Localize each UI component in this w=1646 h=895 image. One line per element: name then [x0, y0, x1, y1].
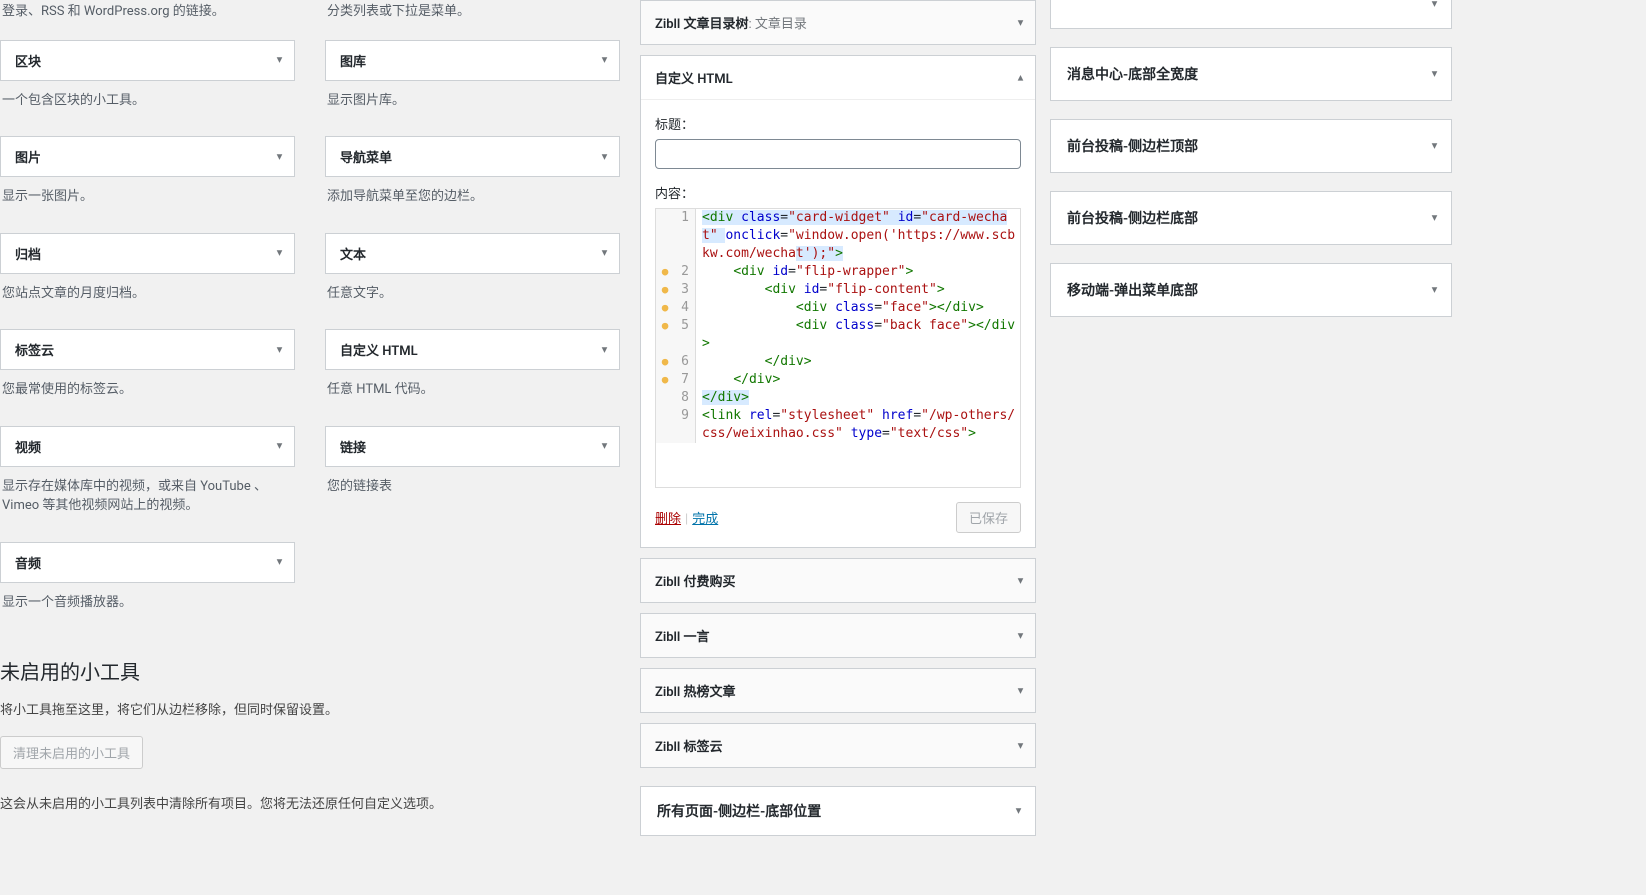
- inactive-widgets-desc: 将小工具拖至这里，将它们从边栏移除，但同时保留设置。: [0, 699, 620, 718]
- available-widget[interactable]: 区块: [0, 40, 295, 81]
- chevron-down-icon: ▾: [1018, 630, 1023, 641]
- html-code-editor[interactable]: 1<div class="card-widget" id="card-wecha…: [655, 208, 1021, 488]
- sidebar-area[interactable]: 消息中心-底部全宽度 ▾: [1050, 47, 1452, 101]
- sidebar-area-bottom[interactable]: 所有页面-侧边栏-底部位置 ▾: [640, 786, 1036, 836]
- available-widget[interactable]: 视频: [0, 426, 295, 467]
- widget-toc[interactable]: Zibll 文章目录树: 文章目录 ▾: [640, 0, 1036, 45]
- area-title: 移动端-弹出菜单底部: [1067, 283, 1198, 299]
- widget-collapsed[interactable]: Zibll 标签云 ▾: [640, 723, 1036, 768]
- widget-title: Zibll 一言: [655, 630, 710, 645]
- title-field-label: 标题：: [655, 114, 1021, 133]
- chevron-down-icon: ▾: [1432, 285, 1437, 296]
- widget-custom-html: 自定义 HTML ▴ 标题： 内容： 1<div class="card-wid…: [640, 55, 1036, 548]
- widget-title: Zibll 标签云: [655, 740, 723, 755]
- widget-desc: 一个包含区块的小工具。: [0, 81, 295, 129]
- widget-desc: 添加导航菜单至您的边栏。: [325, 177, 620, 225]
- widget-desc: 显示图片库。: [325, 81, 620, 129]
- widget-desc: 显示存在媒体库中的视频，或来自 YouTube 、Vimeo 等其他视频网站上的…: [0, 467, 295, 534]
- widget-desc: 任意 HTML 代码。: [325, 370, 620, 418]
- widget-desc: 分类列表或下拉是菜单。: [325, 0, 620, 40]
- available-widget[interactable]: 标签云: [0, 329, 295, 370]
- inactive-widgets-heading: 未启用的小工具: [0, 656, 620, 685]
- available-widget[interactable]: 图片: [0, 136, 295, 177]
- widget-collapsed[interactable]: Zibll 一言 ▾: [640, 613, 1036, 658]
- widget-title: Zibll 热榜文章: [655, 685, 736, 700]
- available-widget[interactable]: 归档: [0, 233, 295, 274]
- widget-collapsed[interactable]: Zibll 付费购买 ▾: [640, 558, 1036, 603]
- widget-title: Zibll 文章目录树: [655, 17, 749, 32]
- area-title: 前台投稿-侧边栏底部: [1067, 211, 1198, 227]
- clear-warning-text: 这会从未启用的小工具列表中清除所有项目。您将无法还原任何自定义选项。: [0, 793, 620, 812]
- saved-button: 已保存: [956, 502, 1021, 533]
- available-widget[interactable]: 音频: [0, 542, 295, 583]
- area-title: 消息中心-底部全宽度: [1067, 67, 1198, 83]
- widget-title: Zibll 付费购买: [655, 575, 736, 590]
- widget-desc: 登录、RSS 和 WordPress.org 的链接。: [0, 0, 295, 40]
- available-widget[interactable]: 文本: [325, 233, 620, 274]
- widget-header[interactable]: 自定义 HTML ▴: [641, 56, 1035, 100]
- widget-desc: 显示一个音频播放器。: [0, 583, 295, 631]
- available-widget[interactable]: 链接: [325, 426, 620, 467]
- widget-collapsed[interactable]: Zibll 热榜文章 ▾: [640, 668, 1036, 713]
- widget-desc: 您的链接表: [325, 467, 620, 515]
- sidebar-area[interactable]: 前台投稿-侧边栏底部 ▾: [1050, 191, 1452, 245]
- chevron-down-icon: ▾: [1018, 685, 1023, 696]
- done-link[interactable]: 完成: [692, 512, 718, 527]
- chevron-down-icon: ▾: [1432, 0, 1437, 10]
- area-title: 前台投稿-侧边栏顶部: [1067, 139, 1198, 155]
- sidebar-area[interactable]: 前台投稿-侧边栏顶部 ▾: [1050, 119, 1452, 173]
- chevron-down-icon: ▾: [1018, 17, 1023, 28]
- available-widget[interactable]: 图库: [325, 40, 620, 81]
- chevron-down-icon: ▾: [1432, 213, 1437, 224]
- chevron-down-icon: ▾: [1018, 575, 1023, 586]
- widget-desc: 您站点文章的月度归档。: [0, 274, 295, 322]
- title-input[interactable]: [655, 139, 1021, 169]
- widget-desc: 任意文字。: [325, 274, 620, 322]
- chevron-down-icon: ▾: [1016, 806, 1021, 817]
- available-widget[interactable]: 自定义 HTML: [325, 329, 620, 370]
- widget-desc: 显示一张图片。: [0, 177, 295, 225]
- content-field-label: 内容：: [655, 183, 1021, 202]
- chevron-down-icon: ▾: [1432, 69, 1437, 80]
- chevron-up-icon: ▴: [1018, 72, 1023, 83]
- widget-subtitle: : 文章目录: [749, 17, 807, 32]
- area-title: 所有页面-侧边栏-底部位置: [657, 804, 821, 820]
- chevron-down-icon: ▾: [1018, 740, 1023, 751]
- widget-title: 自定义 HTML: [655, 72, 733, 87]
- chevron-down-icon: ▾: [1432, 141, 1437, 152]
- widget-desc: 您最常使用的标签云。: [0, 370, 295, 418]
- sidebar-area[interactable]: 消息中心-顶部全宽度 ▾: [1050, 0, 1452, 29]
- available-widget[interactable]: 导航菜单: [325, 136, 620, 177]
- sidebar-area[interactable]: 移动端-弹出菜单底部 ▾: [1050, 263, 1452, 317]
- delete-link[interactable]: 删除: [655, 512, 681, 527]
- clear-inactive-button[interactable]: 清理未启用的小工具: [0, 736, 143, 769]
